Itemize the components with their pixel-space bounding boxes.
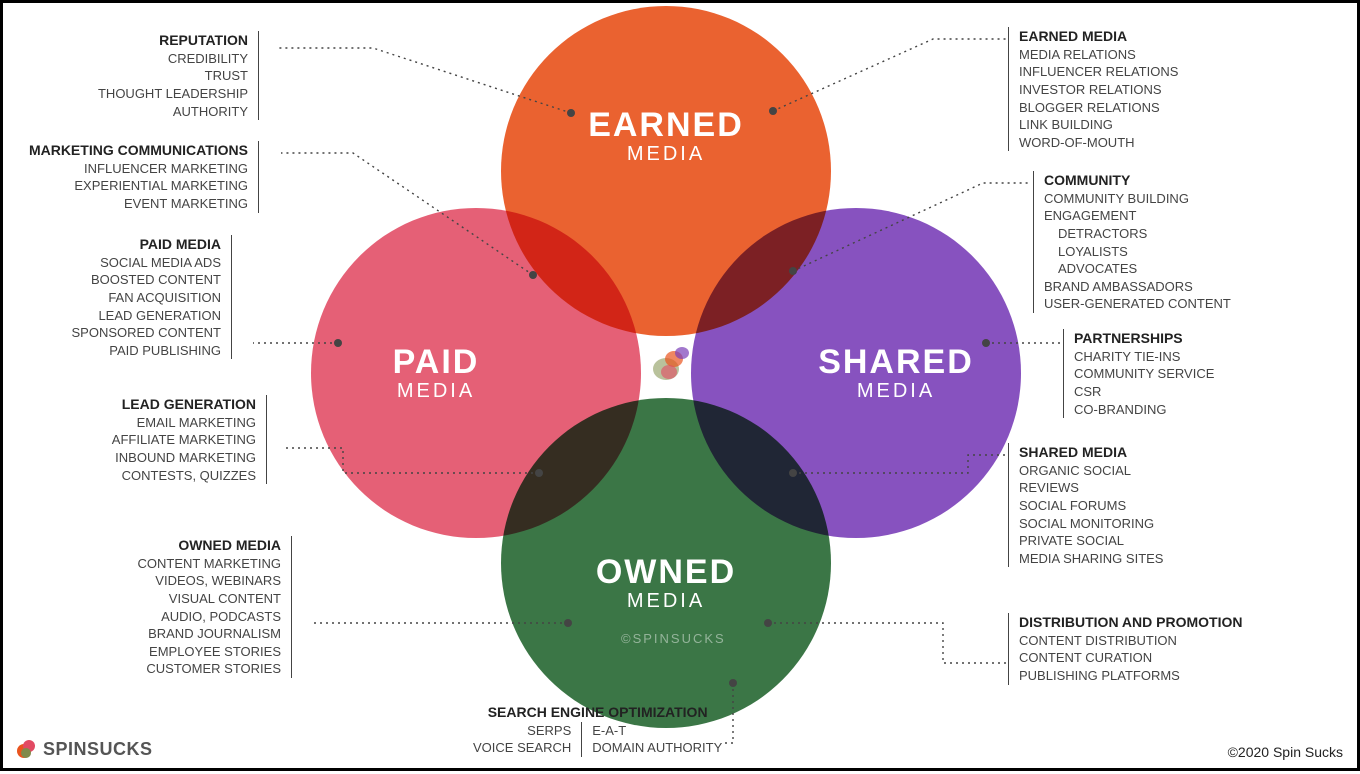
label-item: CREDIBILITY: [98, 50, 248, 68]
label-item: TRUST: [98, 67, 248, 85]
label-group-earned_media: EARNED MEDIAMEDIA RELATIONSINFLUENCER RE…: [1008, 27, 1178, 151]
label-heading: LEAD GENERATION: [112, 395, 256, 414]
label-heading: MARKETING COMMUNICATIONS: [29, 141, 248, 160]
footer-brand: SPINSUCKS: [15, 738, 153, 760]
label-heading: PAID MEDIA: [71, 235, 221, 254]
label-item: CONTENT CURATION: [1019, 649, 1242, 667]
label-heading: SHARED MEDIA: [1019, 443, 1163, 462]
label-heading: DISTRIBUTION AND PROMOTION: [1019, 613, 1242, 632]
center-blob: [675, 347, 689, 359]
brand-logo-icon: [15, 738, 37, 760]
label-subitem: LOYALISTS: [1044, 243, 1231, 261]
label-heading: REPUTATION: [98, 31, 248, 50]
label-item: MEDIA RELATIONS: [1019, 46, 1178, 64]
label-group-lead_gen: LEAD GENERATIONEMAIL MARKETINGAFFILIATE …: [112, 395, 267, 484]
label-item: CUSTOMER STORIES: [138, 660, 282, 678]
label-item: CONTENT DISTRIBUTION: [1019, 632, 1242, 650]
earned-label-main: EARNED: [588, 106, 744, 145]
label-group-partnerships: PARTNERSHIPSCHARITY TIE-INSCOMMUNITY SER…: [1063, 329, 1214, 418]
label-item: COMMUNITY SERVICE: [1074, 365, 1214, 383]
label-item: PUBLISHING PLATFORMS: [1019, 667, 1242, 685]
label-item: SOCIAL MONITORING: [1019, 515, 1163, 533]
earned-label-sub: MEDIA: [627, 143, 705, 166]
label-heading: OWNED MEDIA: [138, 536, 282, 555]
label-heading: SEARCH ENGINE OPTIMIZATION: [473, 703, 722, 722]
label-item: DOMAIN AUTHORITY: [592, 739, 722, 757]
label-item: SPONSORED CONTENT: [71, 324, 221, 342]
label-item: LEAD GENERATION: [71, 307, 221, 325]
label-item: CSR: [1074, 383, 1214, 401]
label-item: SOCIAL MEDIA ADS: [71, 254, 221, 272]
label-item: INFLUENCER MARKETING: [29, 160, 248, 178]
center-blob: [661, 365, 677, 379]
label-heading: PARTNERSHIPS: [1074, 329, 1214, 348]
label-item: AUDIO, PODCASTS: [138, 608, 282, 626]
label-item: ORGANIC SOCIAL: [1019, 462, 1163, 480]
paid-label-main: PAID: [393, 343, 480, 382]
label-group-owned_media: OWNED MEDIACONTENT MARKETINGVIDEOS, WEBI…: [138, 536, 293, 678]
footer-brand-text: SPINSUCKS: [43, 739, 153, 760]
label-item: FAN ACQUISITION: [71, 289, 221, 307]
label-item: INBOUND MARKETING: [112, 449, 256, 467]
label-item: VIDEOS, WEBINARS: [138, 572, 282, 590]
label-item: CO-BRANDING: [1074, 401, 1214, 419]
label-item: PAID PUBLISHING: [71, 342, 221, 360]
label-item: WORD-OF-MOUTH: [1019, 134, 1178, 152]
label-subitem: DETRACTORS: [1044, 225, 1231, 243]
copyright-text: ©2020 Spin Sucks: [1228, 744, 1343, 760]
label-group-paid_media: PAID MEDIASOCIAL MEDIA ADSBOOSTED CONTEN…: [71, 235, 232, 359]
label-group-community: COMMUNITYCOMMUNITY BUILDINGENGAGEMENTDET…: [1033, 171, 1231, 313]
label-item: LINK BUILDING: [1019, 116, 1178, 134]
label-group-distribution: DISTRIBUTION AND PROMOTIONCONTENT DISTRI…: [1008, 613, 1242, 685]
label-item: BRAND JOURNALISM: [138, 625, 282, 643]
label-item: AUTHORITY: [98, 103, 248, 121]
label-item: SOCIAL FORUMS: [1019, 497, 1163, 515]
label-group-shared_media: SHARED MEDIAORGANIC SOCIALREVIEWSSOCIAL …: [1008, 443, 1163, 567]
label-item: VISUAL CONTENT: [138, 590, 282, 608]
owned-label-main: OWNED: [596, 553, 736, 592]
label-item: EMPLOYEE STORIES: [138, 643, 282, 661]
label-group-reputation: REPUTATIONCREDIBILITYTRUSTTHOUGHT LEADER…: [98, 31, 259, 120]
label-item: EMAIL MARKETING: [112, 414, 256, 432]
label-heading: EARNED MEDIA: [1019, 27, 1178, 46]
label-item: MEDIA SHARING SITES: [1019, 550, 1163, 568]
label-item: EVENT MARKETING: [29, 195, 248, 213]
label-item: SERPS: [473, 722, 571, 740]
label-item: COMMUNITY BUILDING: [1044, 190, 1231, 208]
paid-label-sub: MEDIA: [397, 380, 475, 403]
venn-circle-owned: OWNED MEDIA: [501, 398, 831, 728]
label-item: AFFILIATE MARKETING: [112, 431, 256, 449]
label-item: CONTENT MARKETING: [138, 555, 282, 573]
label-item: ENGAGEMENT: [1044, 207, 1231, 225]
watermark: ©SPINSUCKS: [621, 631, 726, 646]
label-group-marketing_comms: MARKETING COMMUNICATIONSINFLUENCER MARKE…: [29, 141, 259, 213]
label-item: INVESTOR RELATIONS: [1019, 81, 1178, 99]
label-item: THOUGHT LEADERSHIP: [98, 85, 248, 103]
label-item: EXPERIENTIAL MARKETING: [29, 177, 248, 195]
label-item: USER-GENERATED CONTENT: [1044, 295, 1231, 313]
label-item: PRIVATE SOCIAL: [1019, 532, 1163, 550]
label-item: BLOGGER RELATIONS: [1019, 99, 1178, 117]
label-item: INFLUENCER RELATIONS: [1019, 63, 1178, 81]
label-item: BOOSTED CONTENT: [71, 271, 221, 289]
label-item: VOICE SEARCH: [473, 739, 571, 757]
shared-label-main: SHARED: [818, 343, 974, 382]
shared-label-sub: MEDIA: [857, 380, 935, 403]
label-group-seo: SEARCH ENGINE OPTIMIZATIONSERPSVOICE SEA…: [473, 703, 722, 757]
label-item: CHARITY TIE-INS: [1074, 348, 1214, 366]
label-item: CONTESTS, QUIZZES: [112, 467, 256, 485]
label-item: BRAND AMBASSADORS: [1044, 278, 1231, 296]
label-item: REVIEWS: [1019, 479, 1163, 497]
label-item: E-A-T: [592, 722, 722, 740]
label-subitem: ADVOCATES: [1044, 260, 1231, 278]
label-heading: COMMUNITY: [1044, 171, 1231, 190]
owned-label-sub: MEDIA: [627, 590, 705, 613]
